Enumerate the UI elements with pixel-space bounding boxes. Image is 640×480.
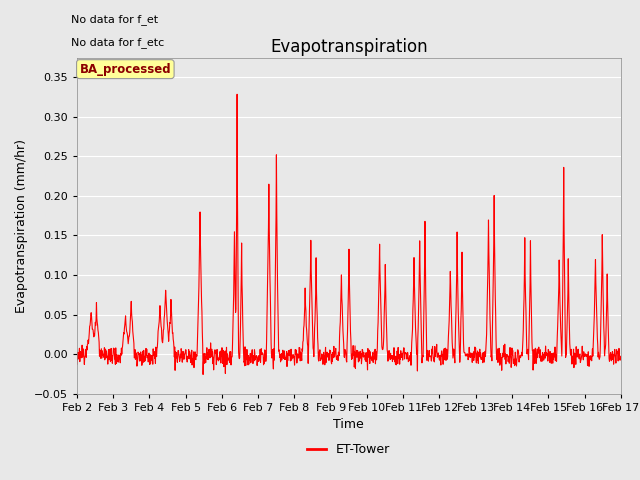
Text: No data for f_et: No data for f_et <box>72 14 159 25</box>
X-axis label: Time: Time <box>333 418 364 431</box>
Text: BA_processed: BA_processed <box>79 63 171 76</box>
Text: No data for f_etc: No data for f_etc <box>72 37 164 48</box>
Y-axis label: Evapotranspiration (mm/hr): Evapotranspiration (mm/hr) <box>15 139 28 312</box>
Legend: ET-Tower: ET-Tower <box>302 438 396 461</box>
Title: Evapotranspiration: Evapotranspiration <box>270 38 428 56</box>
